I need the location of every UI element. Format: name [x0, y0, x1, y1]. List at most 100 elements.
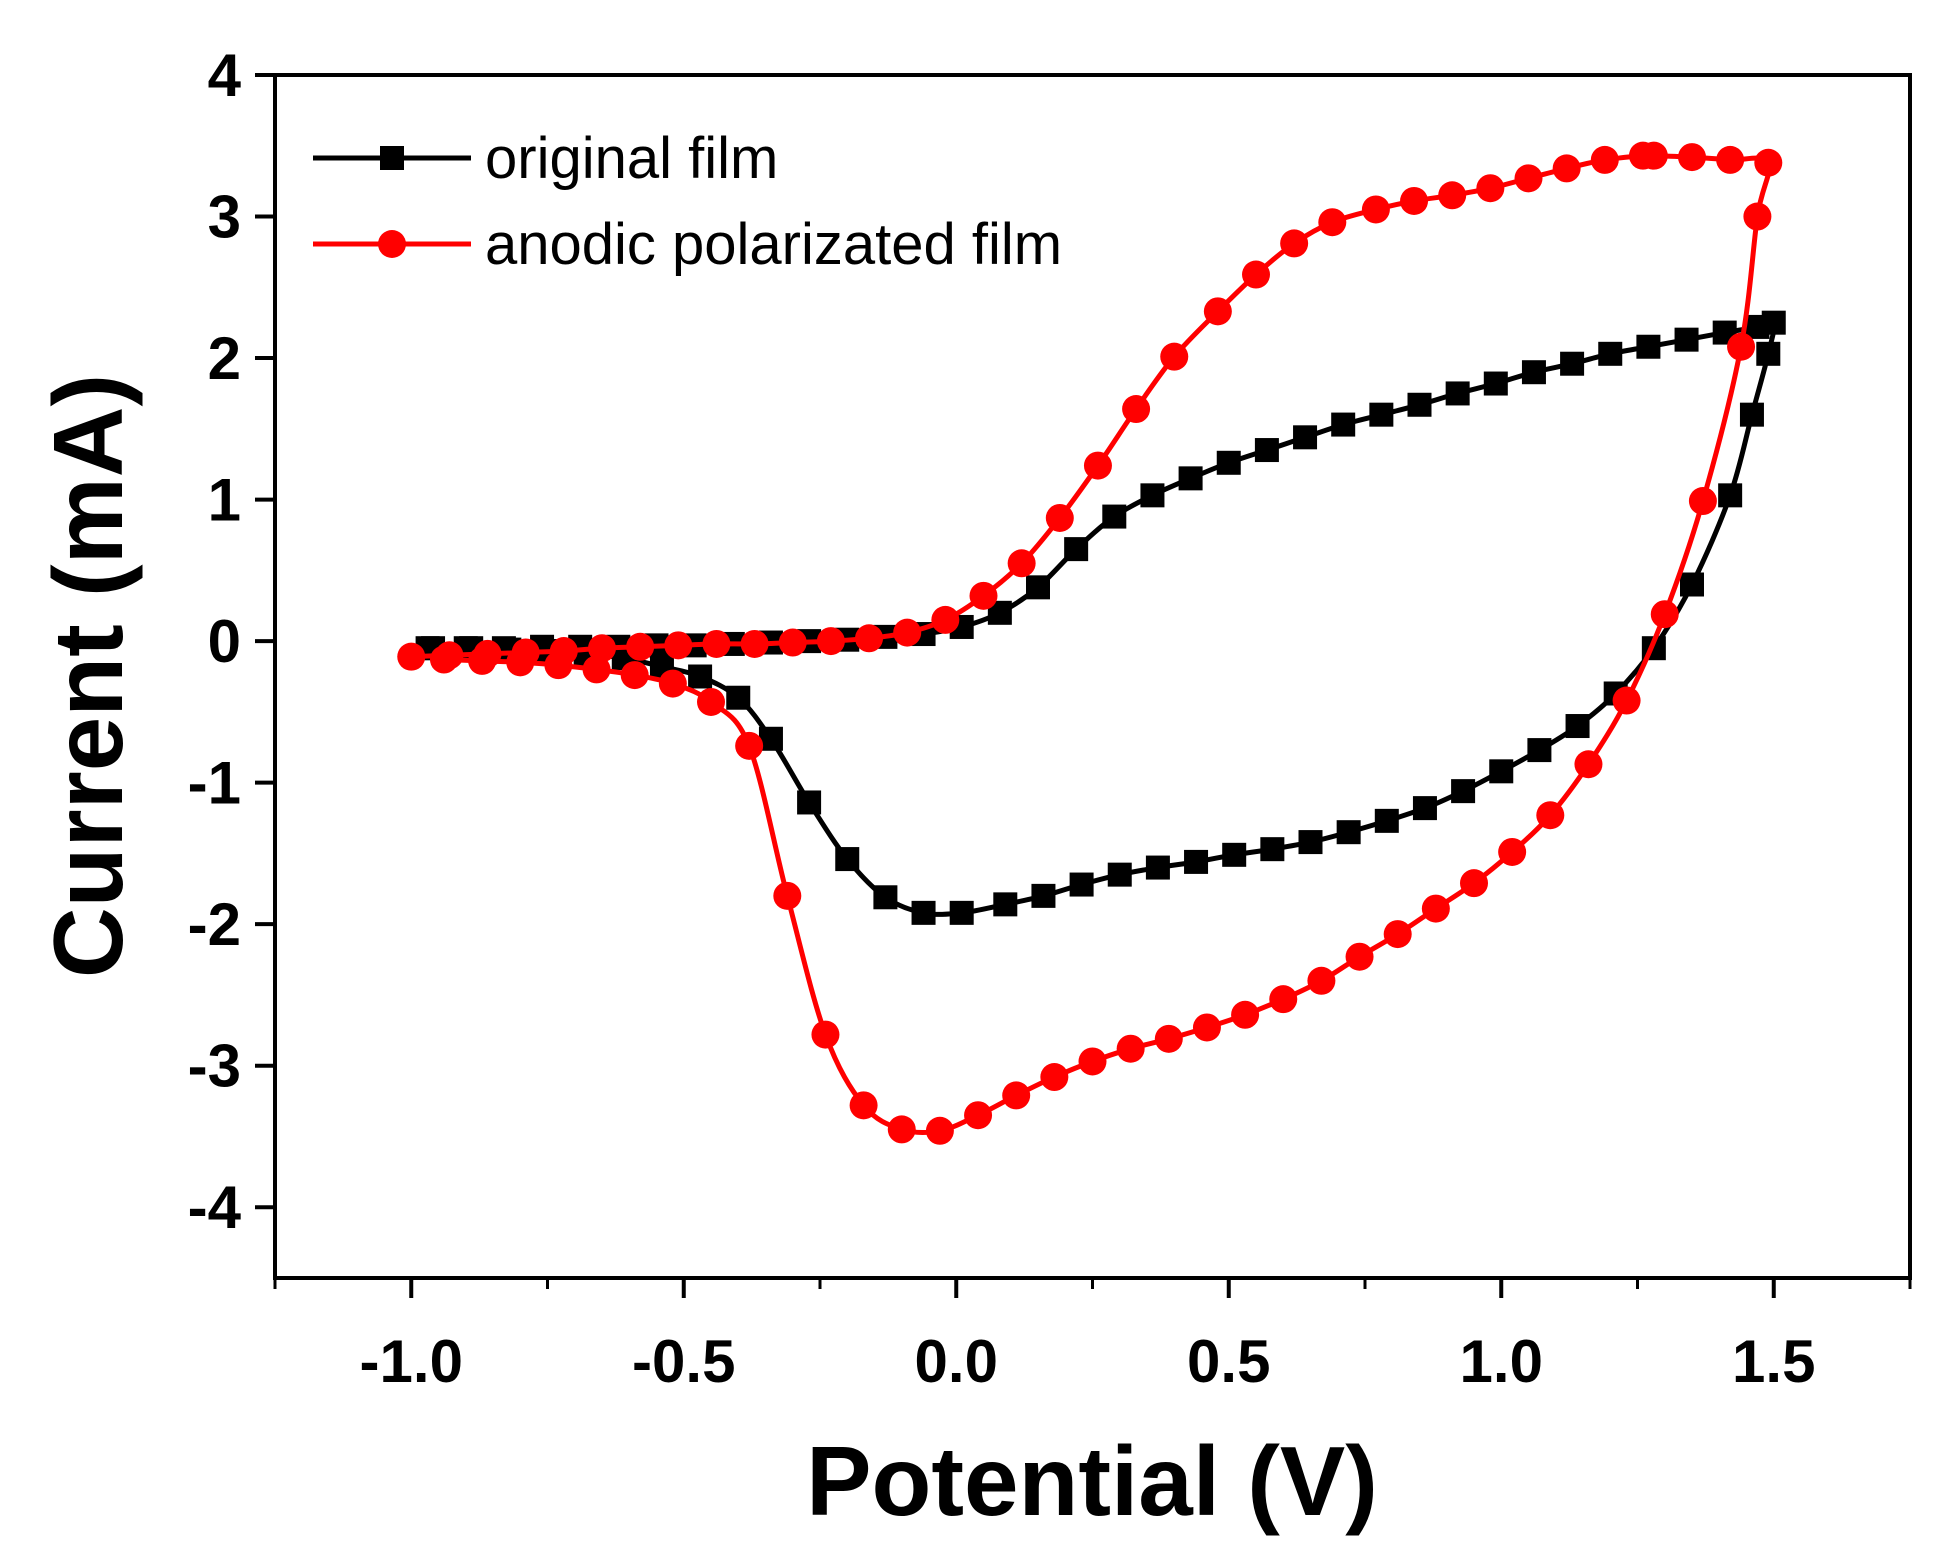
y-tick-label: -3 [188, 1033, 241, 1100]
legend-item: original film [313, 126, 778, 191]
data-point-circle [1650, 600, 1679, 629]
data-point-square [1178, 466, 1203, 491]
data-point-square [1739, 402, 1764, 427]
data-point-circle [506, 648, 535, 677]
legend-marker-square [380, 146, 404, 170]
data-point-circle [1400, 186, 1429, 215]
data-point-circle [1678, 143, 1706, 172]
data-point-square [1374, 808, 1399, 833]
data-point-circle [1754, 148, 1783, 177]
data-point-circle [626, 632, 655, 661]
data-point-square [1254, 438, 1279, 463]
data-point-square [1451, 779, 1476, 804]
data-point-circle [1318, 208, 1347, 237]
data-point-square [797, 790, 822, 815]
data-point-circle [1083, 451, 1112, 480]
data-point-square [1102, 504, 1127, 529]
data-point-circle [397, 642, 426, 671]
data-point-square [1674, 327, 1699, 352]
data-point-circle [1307, 966, 1336, 995]
data-point-circle [1536, 801, 1565, 830]
data-series [397, 141, 1786, 1145]
data-point-circle [658, 669, 687, 698]
data-point-circle [964, 1101, 993, 1130]
y-tick-label: -2 [188, 891, 241, 958]
y-tick-label: 0 [208, 608, 241, 675]
legend-label: original film [485, 126, 778, 191]
data-point-square [1483, 371, 1508, 396]
data-point-square [1412, 796, 1437, 821]
data-point-square [1331, 412, 1356, 437]
data-point-square [1293, 425, 1318, 450]
data-point-square [1184, 849, 1209, 874]
data-point-circle [773, 881, 802, 910]
data-point-square [1718, 483, 1743, 508]
data-point-circle [1612, 686, 1641, 715]
x-tick-label: 1.5 [1732, 1328, 1815, 1395]
data-point-square [911, 900, 936, 925]
data-point-square [1756, 341, 1781, 366]
data-point-circle [1476, 174, 1505, 203]
data-point-circle [1552, 154, 1581, 183]
data-point-square [1216, 450, 1241, 475]
data-point-square [1369, 402, 1394, 427]
data-point-circle [1514, 164, 1543, 193]
y-tick-label: 1 [208, 467, 241, 534]
data-point-circle [697, 687, 725, 716]
series-anodic-polarizated-film [397, 141, 1783, 1145]
data-point-square [1140, 483, 1165, 508]
data-point-square [1489, 759, 1514, 784]
data-point-square [726, 685, 751, 710]
x-tick-label: 0.0 [915, 1328, 998, 1395]
data-point-circle [1122, 395, 1151, 424]
data-point-circle [1078, 1047, 1107, 1076]
data-point-square [1407, 392, 1432, 417]
y-tick-label: 4 [208, 42, 242, 109]
data-point-square [1026, 575, 1050, 600]
data-point-square [1521, 360, 1546, 385]
data-point-square [1565, 714, 1590, 739]
data-point-square [1598, 341, 1623, 366]
data-point-circle [588, 634, 616, 663]
data-point-square [1222, 842, 1247, 867]
data-point-circle [1383, 920, 1412, 949]
legend-item: anodic polarizated film [313, 212, 1062, 277]
data-point-circle [1743, 202, 1772, 231]
data-point-square [1636, 334, 1661, 359]
data-point-square [949, 900, 974, 925]
data-point-circle [1345, 942, 1374, 971]
data-point-circle [1590, 145, 1619, 174]
x-axis-title: Potential (V) [806, 1426, 1378, 1536]
data-point-circle [811, 1020, 840, 1049]
data-point-square [1069, 872, 1094, 897]
data-point-circle [620, 661, 649, 690]
data-point-circle [468, 646, 497, 675]
data-point-square [835, 847, 860, 872]
y-tick-label: -4 [188, 1174, 242, 1241]
data-point-circle [429, 645, 458, 674]
data-point-circle [1154, 1024, 1183, 1053]
data-point-circle [1002, 1081, 1031, 1110]
legend-label: anodic polarizated film [485, 212, 1062, 277]
data-point-circle [1574, 750, 1603, 779]
y-tick-label: 3 [208, 184, 241, 251]
data-point-square [1260, 837, 1285, 862]
data-point-square [1064, 537, 1089, 562]
data-point-square [993, 892, 1018, 917]
data-point-circle [1438, 181, 1467, 210]
data-point-circle [1160, 342, 1189, 371]
data-point-circle [1116, 1034, 1145, 1063]
data-point-square [1761, 310, 1786, 335]
data-point-circle [544, 651, 573, 680]
data-point-circle [702, 629, 731, 658]
data-point-circle [1192, 1013, 1221, 1042]
data-point-circle [1498, 837, 1527, 866]
data-point-circle [1361, 195, 1390, 224]
data-point-circle [1639, 141, 1668, 170]
data-point-circle [816, 627, 845, 656]
data-point-circle [1716, 145, 1745, 174]
data-point-circle [925, 1116, 954, 1145]
data-point-circle [855, 624, 884, 653]
legend: original film anodic polarizated film [313, 126, 1062, 277]
